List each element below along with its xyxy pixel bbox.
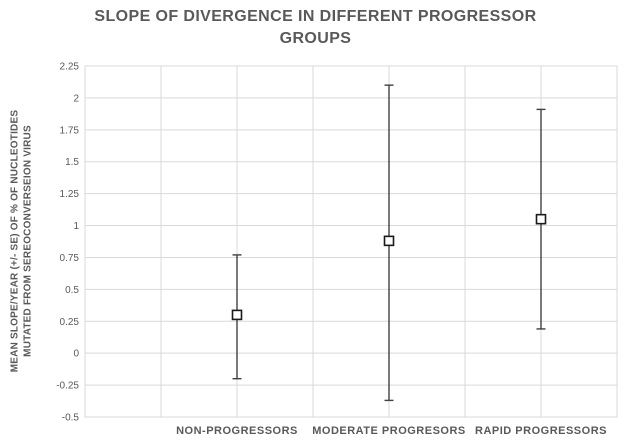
y-tick-label: -0.25 (56, 381, 79, 392)
category-label: NON-PROGRESSORS (176, 425, 298, 437)
y-tick-label: 0.75 (60, 253, 80, 264)
chart-title-line-2: GROUPS (279, 30, 352, 47)
chart-title-line-1: SLOPE OF DIVERGENCE IN DIFFERENT PROGRES… (94, 8, 537, 25)
mean-marker (383, 235, 395, 247)
y-tick-label: 2 (73, 93, 79, 104)
chart-title: SLOPE OF DIVERGENCE IN DIFFERENT PROGRES… (0, 6, 631, 50)
y-tick-label: 2.25 (60, 62, 80, 73)
y-tick-label: 1.75 (60, 125, 80, 136)
mean-marker (231, 309, 243, 321)
y-tick-label: 1.25 (60, 189, 80, 200)
plot-area-border (84, 65, 618, 418)
y-tick-label: 0.25 (60, 317, 80, 328)
category-label: RAPID PROGRESSORS (475, 425, 607, 437)
y-tick-label: 1.5 (65, 157, 79, 168)
y-tick-label: 0.5 (65, 285, 79, 296)
y-tick-label: 1 (73, 221, 79, 232)
mean-marker (535, 213, 547, 225)
y-tick-label: -0.5 (62, 413, 80, 424)
y-tick-label: 0 (73, 349, 79, 360)
category-label: MODERATE PROGRESORS (312, 425, 466, 437)
